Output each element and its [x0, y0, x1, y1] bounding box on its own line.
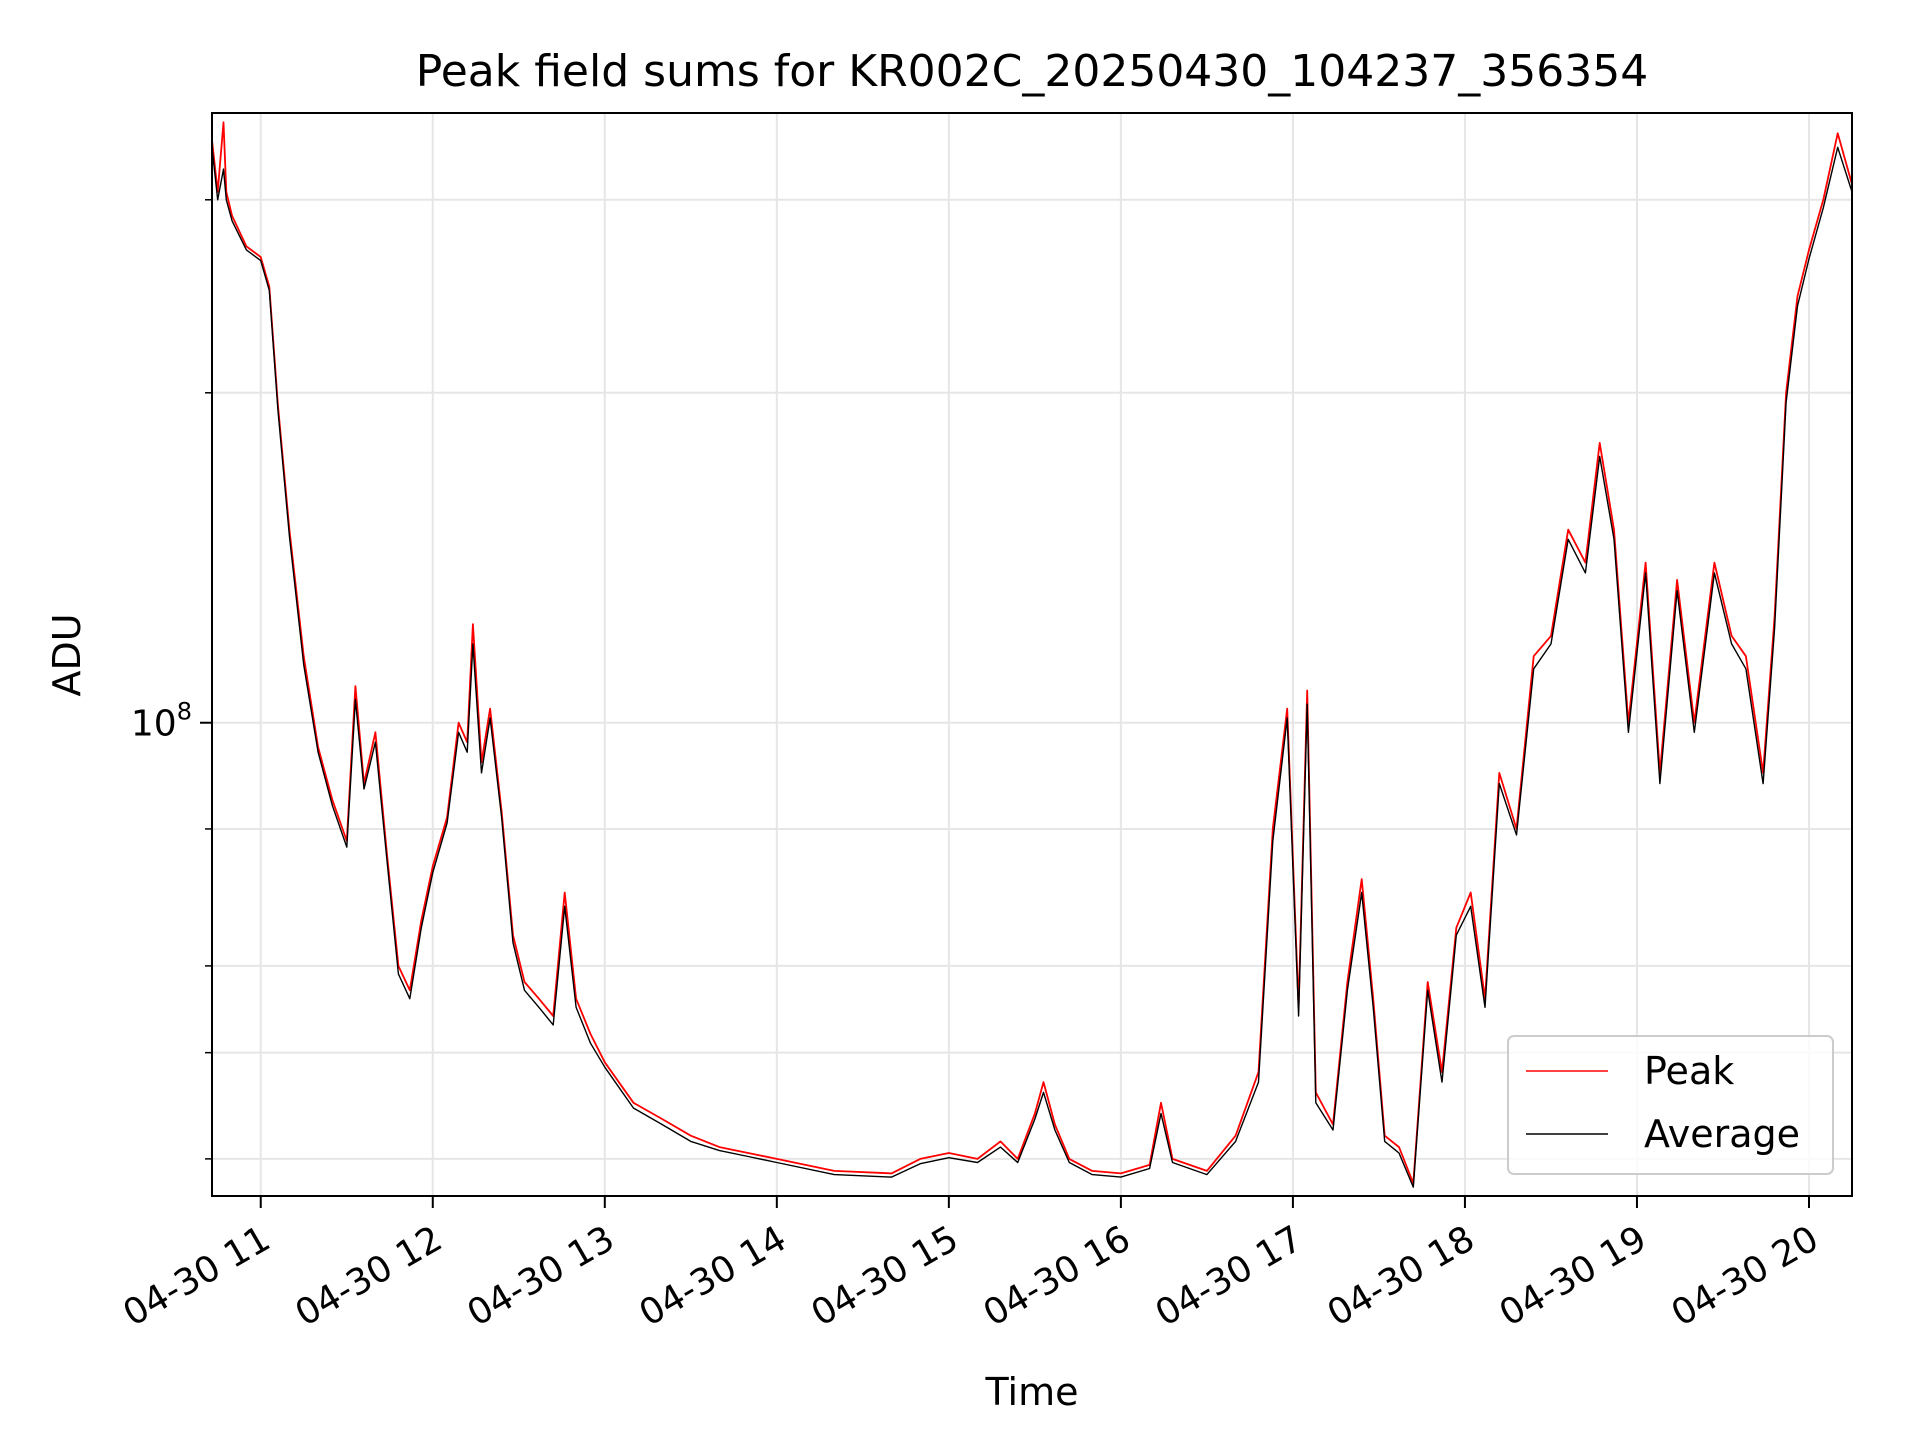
x-axis-title: Time: [985, 1370, 1079, 1414]
legend-label-average: Average: [1644, 1112, 1800, 1156]
y-axis-title: ADU: [45, 613, 89, 696]
legend-label-peak: Peak: [1644, 1049, 1734, 1093]
plot-frame: [211, 112, 1853, 1197]
series-layer: [211, 121, 1853, 1188]
legend: Peak Average: [1507, 1035, 1834, 1175]
chart-title: Peak field sums for KR002C_20250430_1042…: [416, 46, 1648, 97]
series-line-average: [211, 146, 1853, 1188]
